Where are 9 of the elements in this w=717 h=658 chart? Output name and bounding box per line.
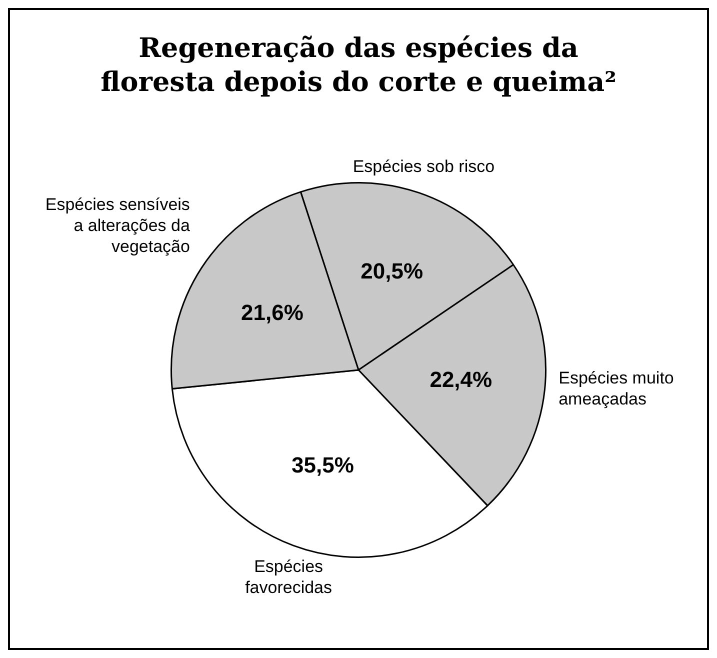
chart-title: Regeneração das espécies da floresta depois do corte e queima² <box>100 32 618 100</box>
data-label: 21,6% <box>241 300 304 325</box>
data-label: 20,5% <box>360 258 424 284</box>
slice-label: Espécies sob risco <box>352 156 495 176</box>
slice-label: Espécies favorecidas <box>245 556 332 597</box>
slice-label: Espécies muito ameaçadas <box>558 368 674 409</box>
data-label: 35,5% <box>292 452 354 478</box>
slice-label: Espécies sensíveis a alterações da vegetação <box>45 195 190 256</box>
data-label: 22,4% <box>430 367 492 392</box>
